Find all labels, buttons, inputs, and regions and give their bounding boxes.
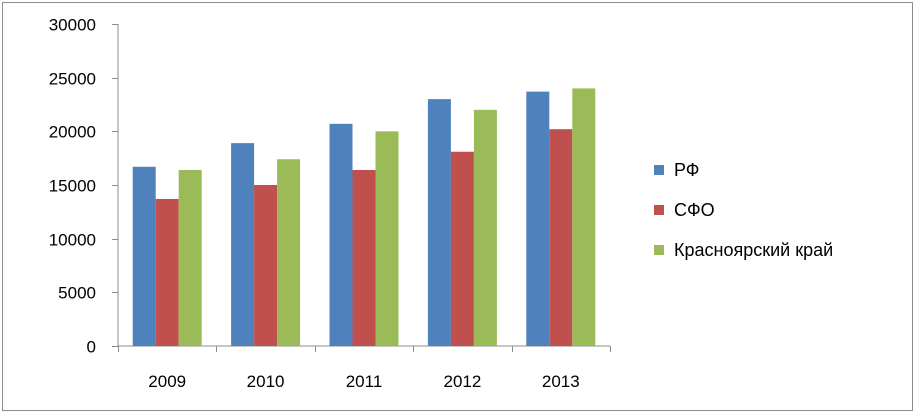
bar [277,159,301,346]
legend-swatch [654,165,664,175]
y-tick-label: 30000 [49,16,96,35]
legend-label: Красноярский край [674,240,833,260]
y-tick-label: 25000 [49,70,96,89]
y-tick-label: 20000 [49,123,96,142]
bar [231,143,255,346]
bar [329,123,353,346]
bars [132,88,596,347]
bar [178,169,202,346]
y-tick-label: 10000 [49,231,96,250]
x-axis-ticks: 2009 2010 2011 2012 2013 [118,346,611,391]
bar [352,169,376,346]
bar [427,99,451,346]
legend: РФ СФО Красноярский край [654,160,833,260]
bar [132,166,156,346]
y-axis-ticks: 0 5000 10000 15000 20000 25000 30000 [49,16,118,357]
bar [254,185,278,346]
bar [155,198,179,346]
y-tick-label: 15000 [49,177,96,196]
bar [549,129,573,346]
x-tick-label: 2013 [542,372,580,391]
bar [375,131,399,346]
legend-label: РФ [674,160,700,180]
legend-swatch [654,245,664,255]
x-tick-label: 2012 [443,372,481,391]
y-tick-label: 0 [87,338,96,357]
y-tick-label: 5000 [58,284,96,303]
legend-swatch [654,205,664,215]
bar [450,151,474,346]
bar [526,91,550,347]
x-tick-label: 2010 [247,372,285,391]
bar [473,109,497,346]
legend-label: СФО [674,200,715,220]
bar [572,88,596,347]
x-tick-label: 2009 [148,372,186,391]
x-tick-label: 2011 [346,372,383,391]
